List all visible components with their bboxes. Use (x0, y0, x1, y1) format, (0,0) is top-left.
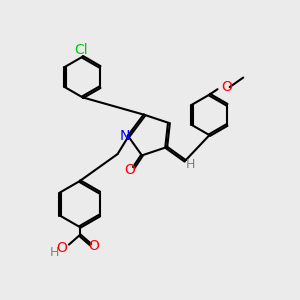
Text: H: H (50, 246, 60, 259)
Text: O: O (124, 163, 135, 177)
Text: N: N (119, 130, 130, 143)
Text: O: O (222, 80, 232, 94)
Text: H: H (186, 158, 195, 171)
Text: Cl: Cl (74, 43, 88, 57)
Text: O: O (57, 241, 68, 255)
Text: O: O (88, 239, 99, 253)
